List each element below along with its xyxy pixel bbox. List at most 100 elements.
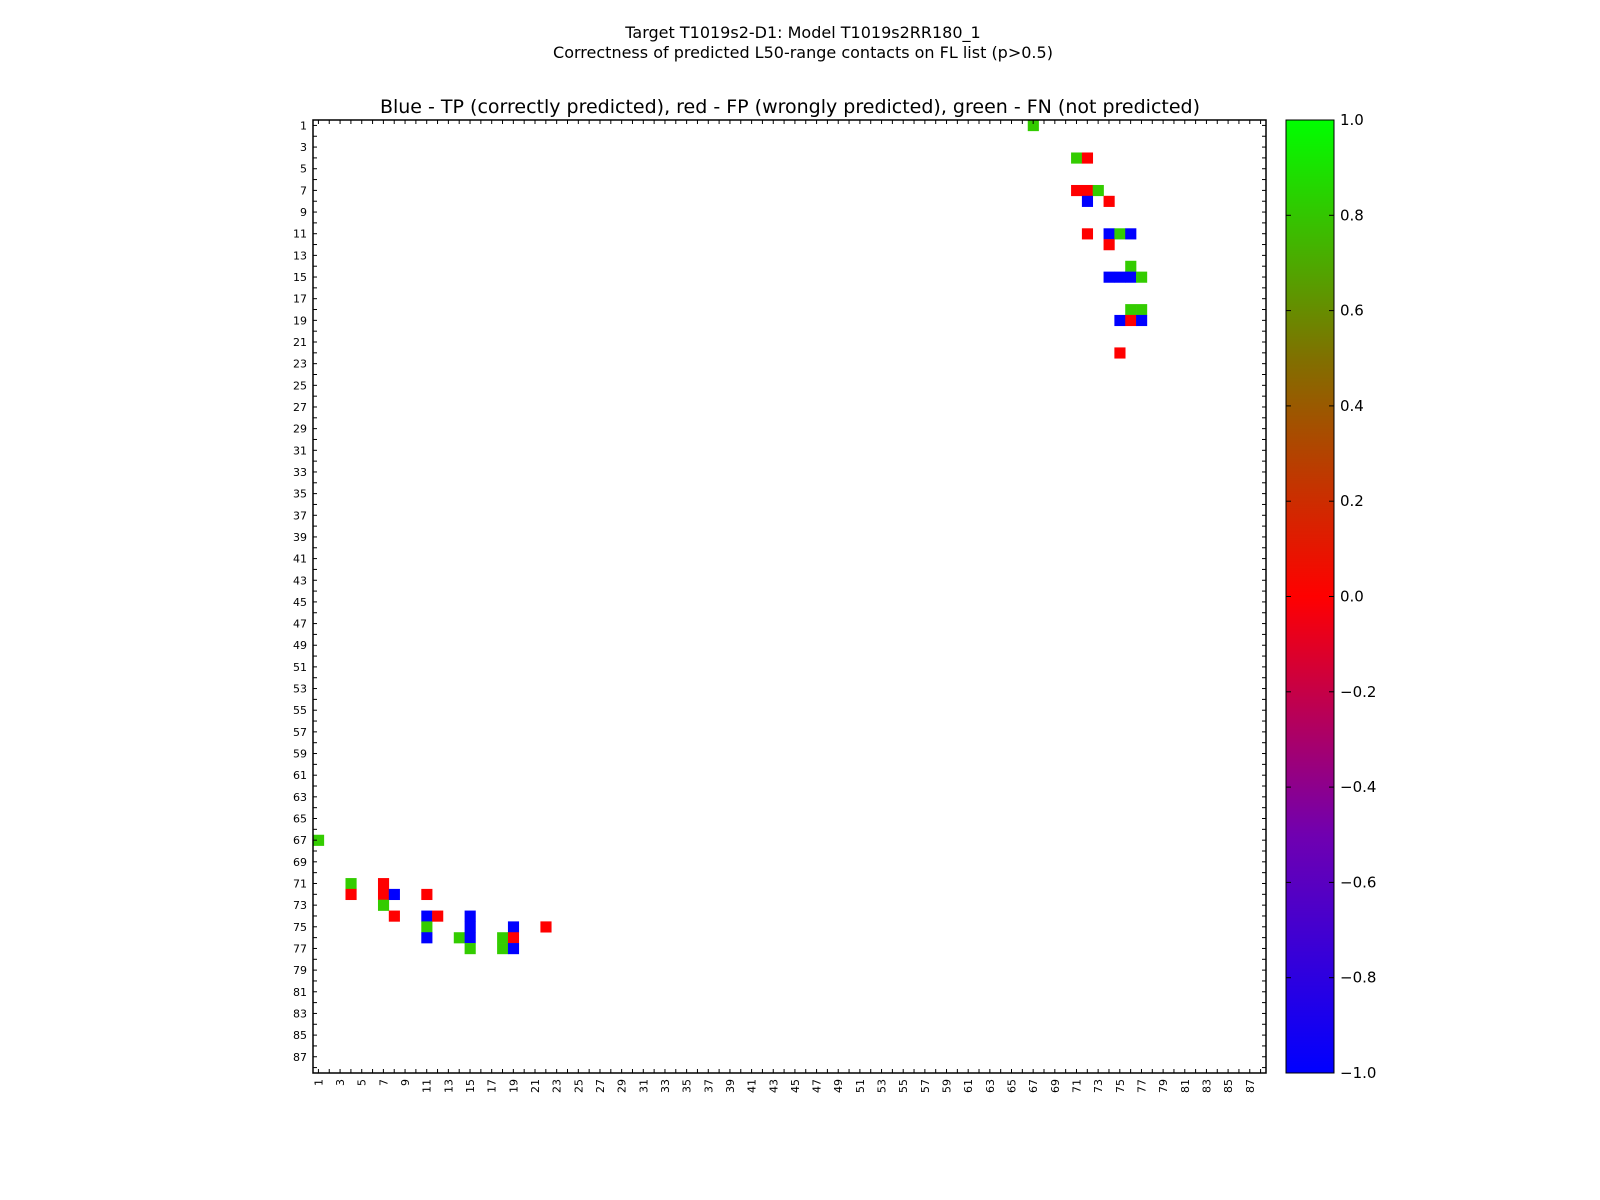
heatmap-cell-tp — [421, 910, 433, 922]
colorbar-tick-label: 0.4 — [1340, 397, 1364, 415]
y-tick-label: 1 — [300, 119, 307, 132]
y-tick-label: 33 — [293, 466, 307, 479]
x-tick-label: 15 — [464, 1079, 477, 1093]
x-tick-label: 85 — [1222, 1079, 1235, 1093]
x-tick-label: 57 — [919, 1079, 932, 1093]
heatmap-cell-fn — [497, 943, 509, 955]
y-tick-label: 37 — [293, 509, 307, 522]
colorbar-ticks: 1.0 0.8 0.6 0.4 0.2 0.0 −0.2 −0.4 −0.6 −0.8 −1.0 — [1286, 111, 1376, 1082]
y-tick-label: 31 — [293, 444, 307, 457]
colorbar-tick-label: −0.8 — [1340, 969, 1376, 987]
y-tick-label: 39 — [293, 531, 307, 544]
heatmap-cell-fn — [1136, 271, 1148, 283]
y-tick-label: 59 — [293, 748, 307, 761]
x-tick-label: 71 — [1070, 1079, 1083, 1093]
heatmap-cell-tp — [1136, 314, 1148, 327]
y-tick-label: 29 — [293, 423, 307, 436]
heatmap-cell-fp — [432, 910, 444, 922]
heatmap-cell-fp — [1071, 184, 1083, 197]
heatmap-cell-fp — [1081, 228, 1094, 240]
heatmap-cell-tp — [1081, 195, 1094, 207]
heatmap-cell-fn — [1092, 184, 1104, 197]
y-tick-label: 5 — [300, 163, 307, 176]
colorbar-tick-label: 0.0 — [1340, 588, 1364, 606]
heatmap-cell-tp — [1125, 228, 1137, 240]
colorbar-tick-label: −0.4 — [1340, 778, 1376, 796]
colorbar-tick-label: −0.2 — [1340, 683, 1376, 701]
heatmap-cell-fp — [377, 888, 390, 901]
x-tick-label: 47 — [811, 1079, 824, 1093]
heatmap-cell-fn — [345, 878, 357, 890]
x-tick-label: 49 — [832, 1079, 845, 1093]
heatmap-cell-tp — [464, 921, 476, 933]
y-tick-label: 49 — [293, 639, 307, 652]
heatmap-cell-fp — [388, 910, 400, 922]
heatmap-cell-fn — [1114, 228, 1126, 240]
y-tick-label: 87 — [293, 1051, 307, 1064]
y-tick-label: 53 — [293, 683, 307, 696]
y-tick-label: 9 — [300, 206, 307, 219]
heatmap-cell-fp — [1103, 239, 1115, 251]
x-tick-label: 67 — [1027, 1079, 1040, 1093]
y-tick-label: 7 — [300, 184, 307, 197]
y-tick-label: 41 — [293, 553, 307, 566]
suptitle-line-1: Target T1019s2-D1: Model T1019s2RR180_1 — [624, 23, 980, 43]
x-tick-label: 7 — [377, 1079, 390, 1086]
heatmap-cell-fp — [1103, 195, 1115, 207]
colorbar-tick-label: −1.0 — [1340, 1064, 1376, 1082]
plot-frame — [312, 119, 1267, 1074]
axis-ticks: 1133557799111113131515171719192121232325… — [293, 119, 1266, 1093]
y-tick-label: 79 — [293, 964, 307, 977]
heatmap-cell-tp — [507, 943, 520, 955]
y-tick-label: 35 — [293, 488, 307, 501]
suptitle-line-2: Correctness of predicted L50-range conta… — [553, 43, 1053, 62]
x-tick-label: 25 — [572, 1079, 585, 1093]
x-tick-label: 21 — [529, 1079, 542, 1093]
heatmap-cell-fp — [1081, 184, 1094, 197]
x-tick-label: 27 — [594, 1079, 607, 1093]
x-tick-label: 69 — [1049, 1079, 1062, 1093]
y-tick-label: 85 — [293, 1029, 307, 1042]
heatmap-cell-tp — [421, 932, 433, 944]
heatmap-cell-tp — [388, 888, 400, 901]
heatmap-cells — [313, 120, 1148, 955]
x-tick-label: 43 — [767, 1079, 780, 1093]
heatmap-cell-tp — [464, 932, 476, 944]
y-tick-label: 67 — [293, 834, 307, 847]
heatmap-cell-fn — [1027, 120, 1039, 132]
heatmap-cell-fp — [1114, 347, 1126, 359]
y-tick-label: 27 — [293, 401, 307, 414]
heatmap-cell-fn — [497, 932, 509, 944]
y-tick-label: 13 — [293, 249, 307, 262]
x-tick-label: 5 — [356, 1079, 369, 1086]
heatmap-cell-fn — [1125, 304, 1137, 316]
heatmap-cell-fp — [345, 888, 357, 901]
heatmap-cell-fn — [1071, 152, 1083, 164]
x-tick-label: 81 — [1179, 1079, 1192, 1093]
x-tick-label: 61 — [962, 1079, 975, 1093]
x-tick-label: 55 — [897, 1079, 910, 1093]
heatmap-cell-tp — [507, 921, 520, 933]
colorbar-tick-label: −0.6 — [1340, 873, 1376, 891]
y-tick-label: 57 — [293, 726, 307, 739]
heatmap-cell-fn — [453, 932, 465, 944]
x-tick-label: 17 — [486, 1079, 499, 1093]
heatmap-cell-tp — [464, 910, 476, 922]
heatmap-cell-tp — [1114, 314, 1126, 327]
y-tick-label: 83 — [293, 1007, 307, 1020]
heatmap-cell-fp — [1081, 152, 1094, 164]
heatmap-cell-fn — [377, 899, 390, 911]
heatmap-cell-fn — [1125, 260, 1137, 272]
colorbar-tick-label: 0.8 — [1340, 206, 1364, 224]
x-tick-label: 35 — [681, 1079, 694, 1093]
x-tick-label: 79 — [1157, 1079, 1170, 1093]
y-tick-label: 19 — [293, 314, 307, 327]
heatmap-cell-fp — [540, 921, 552, 933]
x-tick-label: 37 — [702, 1079, 715, 1093]
heatmap-cell-tp — [1103, 271, 1115, 283]
y-tick-label: 61 — [293, 769, 307, 782]
x-tick-label: 19 — [507, 1079, 520, 1093]
y-tick-label: 25 — [293, 379, 307, 392]
x-tick-label: 11 — [421, 1079, 434, 1093]
